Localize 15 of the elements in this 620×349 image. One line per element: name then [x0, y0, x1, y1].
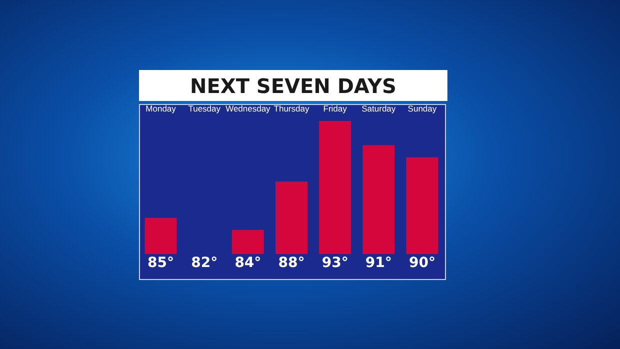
data-label: 82° — [191, 255, 218, 271]
x-tick-label: Saturday — [362, 104, 396, 114]
x-tick-label: Monday — [146, 104, 177, 114]
data-label: 91° — [365, 255, 392, 271]
data-label: 90° — [408, 255, 436, 271]
data-label: 93° — [322, 255, 348, 271]
data-label: 88° — [278, 255, 305, 271]
x-tick-label: Sunday — [408, 104, 438, 114]
data-label: 84° — [234, 255, 262, 271]
x-tick-label: Thursday — [274, 104, 310, 114]
x-tick-label: Wednesday — [226, 104, 272, 114]
data-label: 85° — [148, 255, 174, 271]
x-tick-label: Friday — [323, 104, 348, 114]
chart-title: NEXT SEVEN DAYS — [190, 74, 396, 98]
x-tick-label: Tuesday — [188, 104, 222, 114]
